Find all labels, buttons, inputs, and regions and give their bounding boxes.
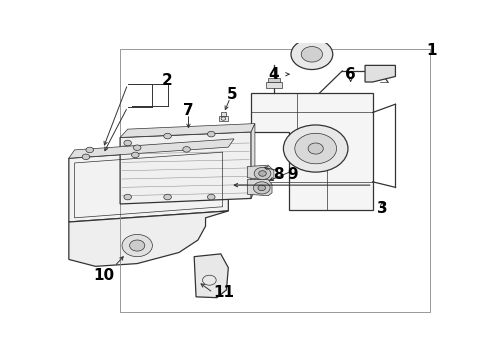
Circle shape [291, 39, 333, 69]
Circle shape [283, 125, 348, 172]
Polygon shape [194, 254, 228, 298]
Circle shape [183, 147, 190, 152]
Circle shape [129, 240, 145, 251]
Bar [267, 82, 281, 87]
Bar [120, 49, 430, 312]
Circle shape [254, 167, 271, 180]
Circle shape [124, 140, 131, 146]
Circle shape [308, 143, 323, 154]
Circle shape [164, 194, 171, 200]
Text: 3: 3 [377, 201, 388, 216]
Polygon shape [69, 147, 228, 222]
Polygon shape [365, 66, 395, 82]
Polygon shape [69, 139, 234, 158]
Circle shape [122, 234, 152, 257]
Text: 1: 1 [426, 44, 437, 58]
Circle shape [82, 154, 90, 159]
Text: 8: 8 [273, 167, 284, 181]
Text: 11: 11 [213, 285, 234, 300]
Circle shape [301, 46, 322, 62]
Text: 9: 9 [288, 167, 298, 181]
Polygon shape [251, 123, 255, 198]
Circle shape [131, 152, 139, 158]
Circle shape [207, 131, 215, 137]
Text: 5: 5 [227, 87, 238, 102]
Circle shape [259, 171, 267, 176]
Polygon shape [120, 123, 255, 138]
Bar [220, 112, 226, 116]
Circle shape [124, 194, 131, 200]
Polygon shape [247, 165, 274, 180]
Circle shape [86, 147, 94, 153]
Circle shape [133, 145, 141, 150]
Circle shape [253, 182, 270, 194]
Circle shape [258, 185, 266, 191]
Circle shape [164, 133, 171, 139]
Bar [219, 116, 228, 121]
Polygon shape [120, 132, 251, 204]
Bar [268, 78, 280, 82]
Polygon shape [247, 180, 272, 195]
Text: 7: 7 [183, 103, 194, 118]
Polygon shape [69, 211, 228, 266]
Text: 4: 4 [269, 67, 279, 82]
Polygon shape [251, 93, 373, 210]
Circle shape [295, 133, 337, 164]
Text: 2: 2 [162, 73, 173, 88]
Circle shape [207, 194, 215, 200]
Text: 6: 6 [345, 67, 356, 82]
Text: 10: 10 [93, 268, 114, 283]
